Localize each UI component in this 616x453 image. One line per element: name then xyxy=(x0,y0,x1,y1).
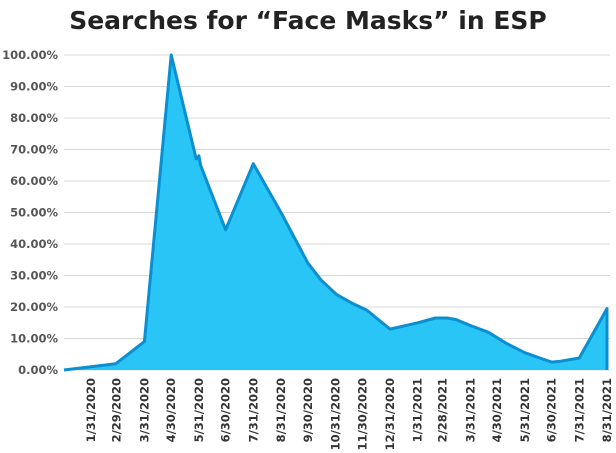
x-tick-label: 11/30/2020 xyxy=(355,378,369,450)
y-tick-label: 0.00% xyxy=(18,363,58,377)
x-tick-label: 12/31/2020 xyxy=(383,378,397,450)
x-tick-label: 3/31/2021 xyxy=(463,378,477,442)
x-axis-ticks: 1/31/2020 2/29/2020 3/31/2020 4/30/2020 5/31… xyxy=(84,378,614,450)
chart-title: Searches for “Face Masks” in ESP xyxy=(69,6,547,35)
x-tick-label: 9/30/2020 xyxy=(301,378,315,442)
x-tick-label: 4/30/2021 xyxy=(490,378,504,442)
y-tick-label: 50.00% xyxy=(10,206,58,220)
x-tick-label: 2/29/2020 xyxy=(110,378,124,442)
y-tick-label: 80.00% xyxy=(10,111,58,125)
x-tick-label: 5/31/2020 xyxy=(192,378,206,442)
x-tick-label: 8/31/2020 xyxy=(274,378,288,442)
y-tick-label: 30.00% xyxy=(10,269,58,283)
y-tick-label: 40.00% xyxy=(10,237,58,251)
y-tick-label: 90.00% xyxy=(10,80,58,94)
x-tick-label: 2/28/2021 xyxy=(436,378,450,442)
y-tick-label: 20.00% xyxy=(10,300,58,314)
y-tick-label: 60.00% xyxy=(10,174,58,188)
y-tick-label: 100.00% xyxy=(2,48,58,62)
x-tick-label: 1/31/2020 xyxy=(84,378,98,442)
y-axis-ticks: 0.00% 10.00% 20.00% 30.00% 40.00% 50.00% 60.00… xyxy=(2,48,58,377)
x-tick-label: 6/30/2021 xyxy=(545,378,559,442)
x-tick-label: 10/31/2020 xyxy=(329,378,343,450)
y-tick-label: 70.00% xyxy=(10,143,58,157)
series-line xyxy=(63,53,609,372)
x-tick-label: 6/30/2020 xyxy=(219,378,233,442)
x-tick-label: 4/30/2020 xyxy=(164,378,178,442)
x-tick-label: 3/31/2020 xyxy=(137,378,151,442)
x-tick-label: 1/31/2021 xyxy=(411,378,425,442)
x-tick-label: 8/31/2021 xyxy=(600,378,614,442)
x-tick-label: 5/31/2021 xyxy=(518,378,532,442)
area-series xyxy=(63,53,609,372)
x-tick-label: 7/31/2020 xyxy=(246,378,260,442)
y-tick-label: 10.00% xyxy=(10,332,58,346)
x-tick-label: 7/31/2021 xyxy=(572,378,586,442)
area-fill xyxy=(64,55,607,370)
